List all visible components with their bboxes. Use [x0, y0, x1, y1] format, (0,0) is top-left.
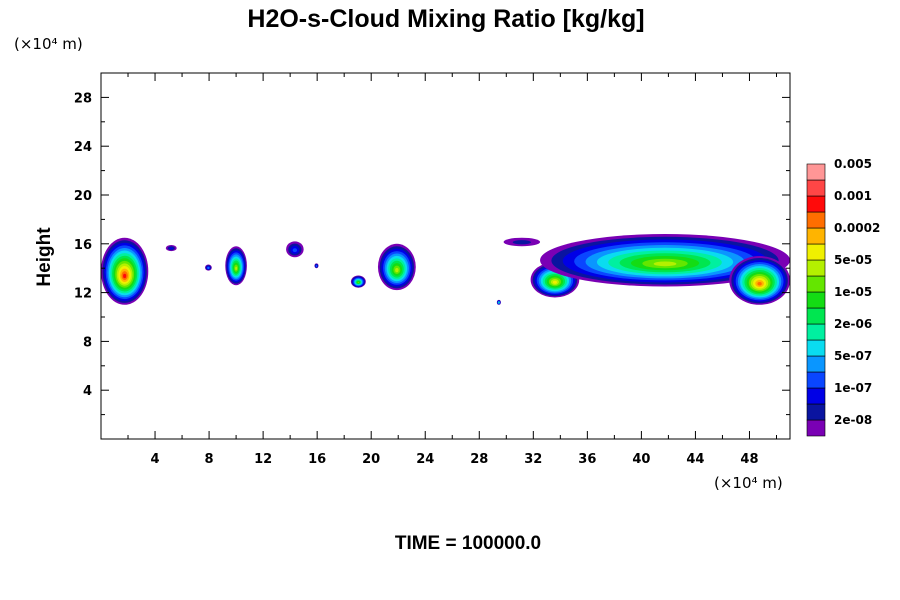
colorbar-label: 2e-06: [834, 317, 872, 331]
x-tick-label: 8: [205, 452, 214, 467]
x-tick-label: 44: [686, 452, 704, 467]
x-tick-label: 32: [524, 452, 542, 467]
colorbar-swatch: [806, 227, 826, 245]
y-tick-label: 12: [74, 287, 92, 302]
x-tick-label: 48: [740, 452, 758, 467]
x-tick-label: 24: [416, 452, 434, 467]
colorbar-swatch: [806, 371, 826, 389]
y-axis-label: Height: [34, 227, 55, 287]
cloud-region: [205, 264, 212, 271]
cloud-region: [101, 237, 149, 305]
colorbar-swatch: [806, 243, 826, 261]
cloud-contour: [757, 282, 762, 286]
cloud-region: [377, 243, 416, 291]
cloud-contour: [123, 273, 127, 279]
colorbar-label: 0.001: [834, 189, 872, 203]
colorbar-swatch: [806, 275, 826, 293]
colorbar-label: 5e-05: [834, 253, 872, 267]
plot-frame: [100, 72, 791, 440]
y-tick-label: 24: [74, 140, 92, 155]
colorbar: 2e-08 1e-07 5e-07 2e-06 1e-05 5e-05 0.0002 0.00…: [806, 157, 880, 437]
colorbar-swatch: [806, 323, 826, 341]
colorbar-swatch: [806, 307, 826, 325]
colorbar-label: 0.005: [834, 157, 872, 171]
x-tick-label: 28: [470, 452, 488, 467]
cloud-contour: [653, 261, 677, 267]
cloud-region: [165, 245, 177, 252]
colorbar-swatch: [806, 355, 826, 373]
colorbar-swatch: [806, 387, 826, 405]
cloud-contour: [512, 240, 531, 245]
cloud-field: [101, 234, 790, 305]
colorbar-label: 5e-07: [834, 349, 872, 363]
colorbar-label: 1e-07: [834, 381, 872, 395]
colorbar-swatch: [806, 259, 826, 277]
cloud-contour: [357, 281, 360, 284]
colorbar-swatch: [806, 291, 826, 309]
cloud-contour: [498, 302, 500, 303]
y-tick-label: 20: [74, 189, 92, 204]
cloud-contour: [292, 248, 298, 253]
colorbar-swatch: [806, 211, 826, 229]
y-tick-label: 4: [83, 384, 92, 399]
cloud-region: [225, 246, 247, 286]
cloud-contour: [395, 268, 399, 273]
cloud-region: [503, 237, 541, 247]
cloud-region: [286, 241, 304, 258]
y-tick-label: 28: [74, 91, 92, 106]
x-tick-label: 4: [151, 452, 160, 467]
colorbar-label: 1e-05: [834, 285, 872, 299]
time-label: TIME = 100000.0: [395, 533, 541, 554]
colorbar-swatch: [806, 339, 826, 357]
colorbar-swatch: [806, 195, 826, 213]
cloud-region: [729, 256, 790, 305]
y-tick-label: 8: [83, 335, 92, 350]
colorbar-swatch: [806, 163, 826, 181]
cloud-contour: [235, 266, 238, 271]
cloud-contour: [316, 265, 317, 267]
x-tick-label: 36: [578, 452, 596, 467]
cloud-contour: [207, 267, 210, 269]
cloud-contour: [169, 247, 174, 250]
x-tick-label: 40: [632, 452, 650, 467]
x-tick-label: 20: [362, 452, 380, 467]
x-unit-label: (×10⁴ m): [714, 474, 783, 492]
y-tick-label: 16: [74, 238, 92, 253]
cloud-contour: [552, 280, 557, 284]
cloud-region: [540, 234, 790, 287]
y-unit-label: (×10⁴ m): [14, 35, 83, 53]
colorbar-label: 0.0002: [834, 221, 880, 235]
colorbar-swatch: [806, 419, 826, 437]
x-tick-label: 12: [254, 452, 272, 467]
x-tick-label: 16: [308, 452, 326, 467]
cloud-region: [496, 299, 501, 305]
cloud-region: [314, 263, 319, 269]
colorbar-swatch: [806, 179, 826, 197]
colorbar-label: 2e-08: [834, 413, 872, 427]
chart-title: H2O-s-Cloud Mixing Ratio [kg/kg]: [247, 5, 644, 33]
cloud-region: [350, 275, 366, 288]
colorbar-swatch: [806, 403, 826, 421]
